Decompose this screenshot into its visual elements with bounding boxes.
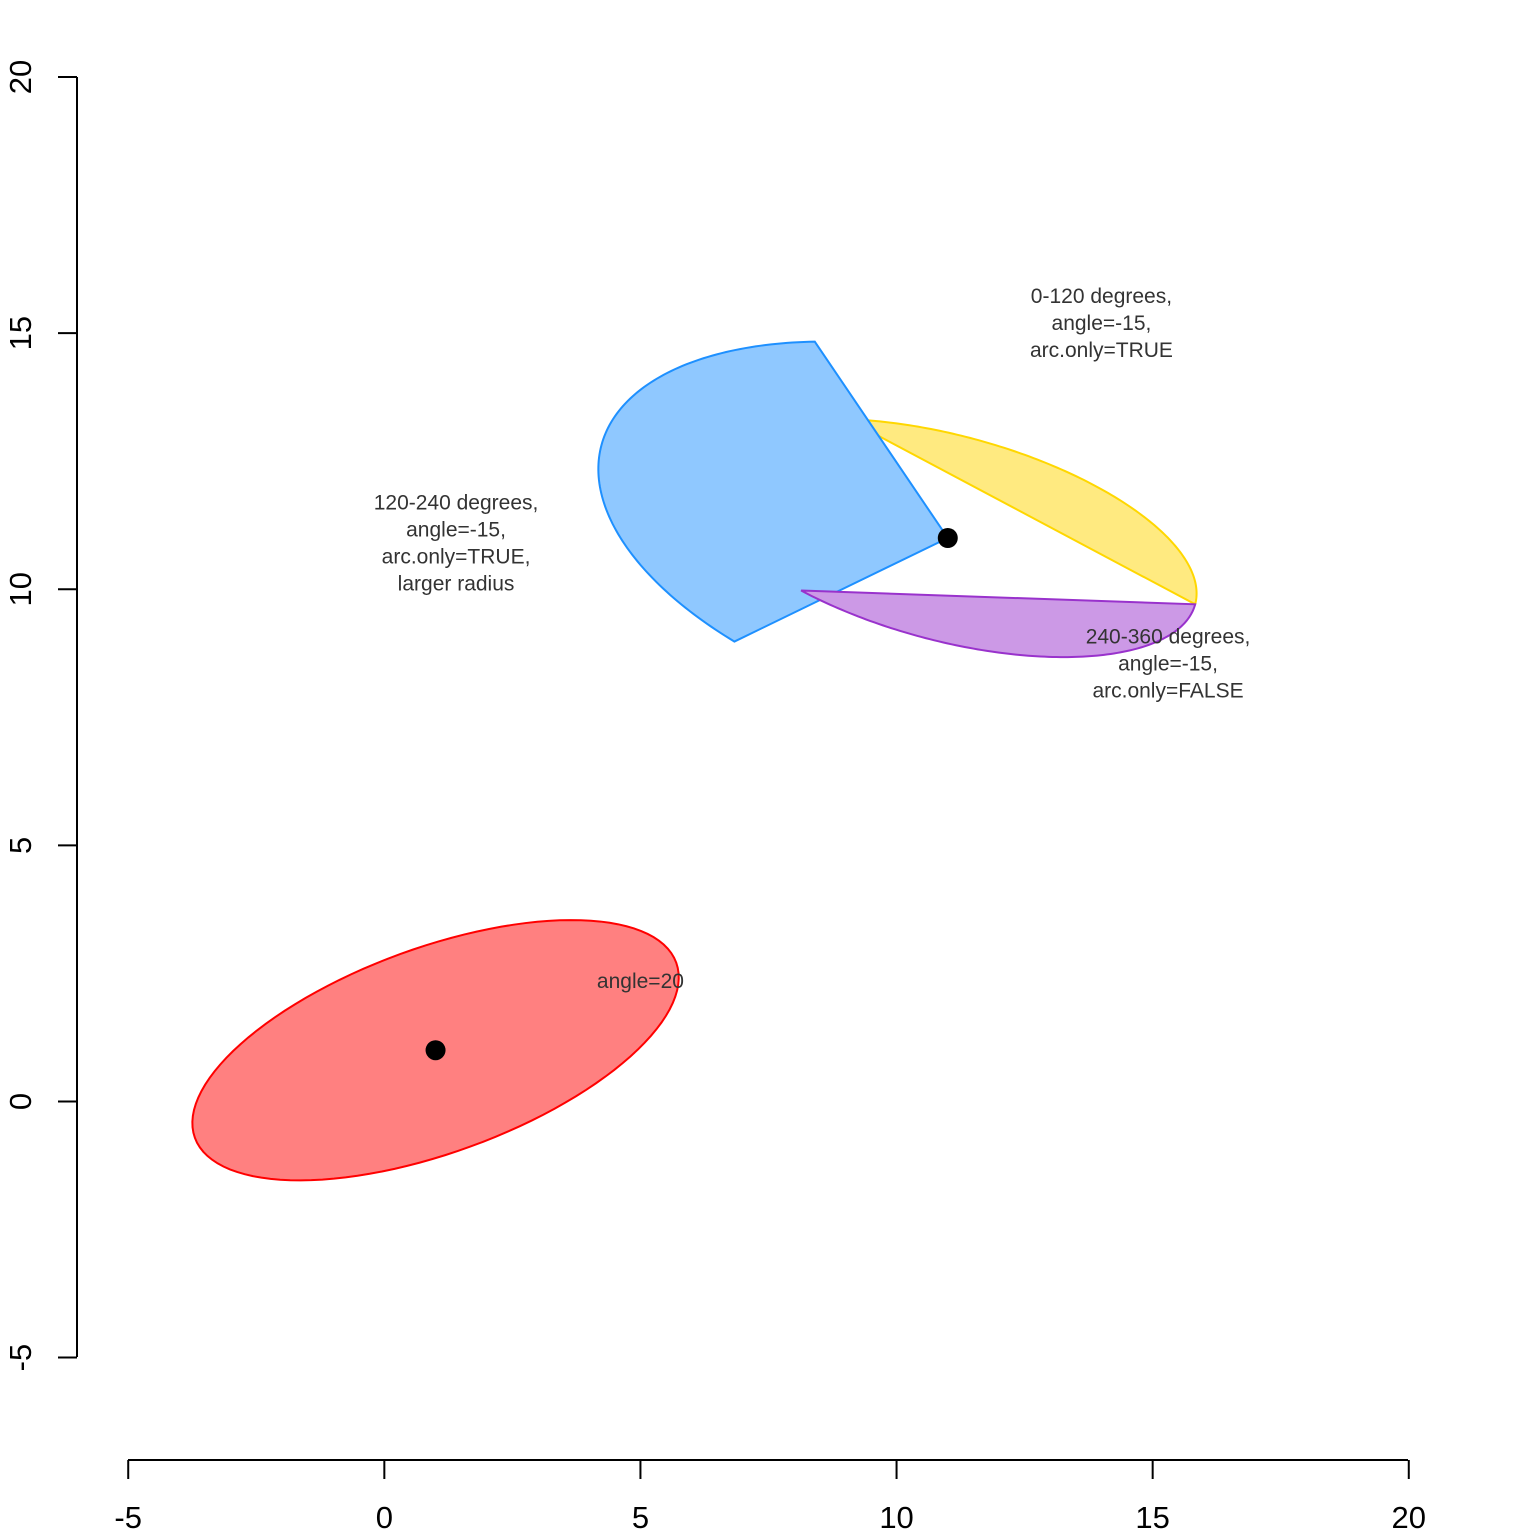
x-tick-label: -5: [114, 1500, 142, 1535]
annotation-3-line: angle=-15,: [406, 519, 506, 542]
annotation-3-line: arc.only=TRUE,: [382, 546, 531, 569]
blue-sector: [597, 340, 950, 643]
yellow-arc: [846, 418, 1198, 606]
x-tick-label: 5: [632, 1500, 649, 1535]
center-point-1: [425, 1040, 446, 1061]
x-tick-label: 15: [1135, 1500, 1169, 1535]
annotation-2-line: arc.only=TRUE: [1030, 339, 1173, 362]
annotation-3-line: 120-240 degrees,: [374, 492, 539, 515]
annotation-2-line: angle=-15,: [1052, 312, 1152, 335]
y-tick-label: 10: [3, 572, 38, 606]
annotation-3: 120-240 degrees, angle=-15, arc.only=TRUE,…: [374, 492, 539, 596]
y-tick-label: 0: [3, 1093, 38, 1110]
annotation-4-line: angle=-15,: [1118, 653, 1218, 676]
y-tick-label: -5: [3, 1344, 38, 1372]
annotation-1-line: angle=20: [597, 970, 684, 993]
annotation-4-line: arc.only=FALSE: [1092, 680, 1243, 703]
center-point-2: [937, 528, 958, 548]
annotation-3-line: larger radius: [398, 573, 515, 596]
annotation-1: angle=20: [597, 970, 684, 993]
shapes-layer: [191, 340, 1198, 1182]
y-tick-label: 20: [3, 60, 38, 94]
y-axis: -5 0 5 10 15 20: [3, 60, 77, 1372]
x-tick-label: 10: [879, 1500, 913, 1535]
annotations-layer: angle=20 0-120 degrees, angle=-15, arc.only…: [374, 285, 1251, 993]
x-tick-label: 0: [376, 1500, 393, 1535]
y-tick-label: 15: [3, 316, 38, 350]
annotation-4: 240-360 degrees, angle=-15, arc.only=FALSE: [1086, 626, 1251, 703]
y-tick-label: 5: [3, 837, 38, 854]
x-tick-label: 20: [1392, 1500, 1426, 1535]
points-layer: [425, 528, 958, 1061]
annotation-2: 0-120 degrees, angle=-15, arc.only=TRUE: [1030, 285, 1173, 362]
purple-arc: [800, 589, 1197, 659]
x-axis: -5 0 5 10 15 20: [114, 1460, 1426, 1535]
annotation-2-line: 0-120 degrees,: [1031, 285, 1172, 308]
annotation-4-line: 240-360 degrees,: [1086, 626, 1251, 649]
